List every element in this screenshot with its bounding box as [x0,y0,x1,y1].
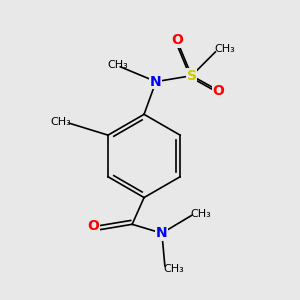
Text: CH₃: CH₃ [107,60,128,70]
Text: CH₃: CH₃ [164,264,184,274]
Text: CH₃: CH₃ [214,44,235,54]
Text: O: O [171,33,183,47]
Text: N: N [150,75,162,88]
Text: CH₃: CH₃ [190,209,211,219]
Text: O: O [88,219,100,233]
Text: N: N [156,226,168,240]
Text: CH₃: CH₃ [50,117,71,127]
Text: S: S [187,69,196,83]
Text: O: O [212,84,224,98]
